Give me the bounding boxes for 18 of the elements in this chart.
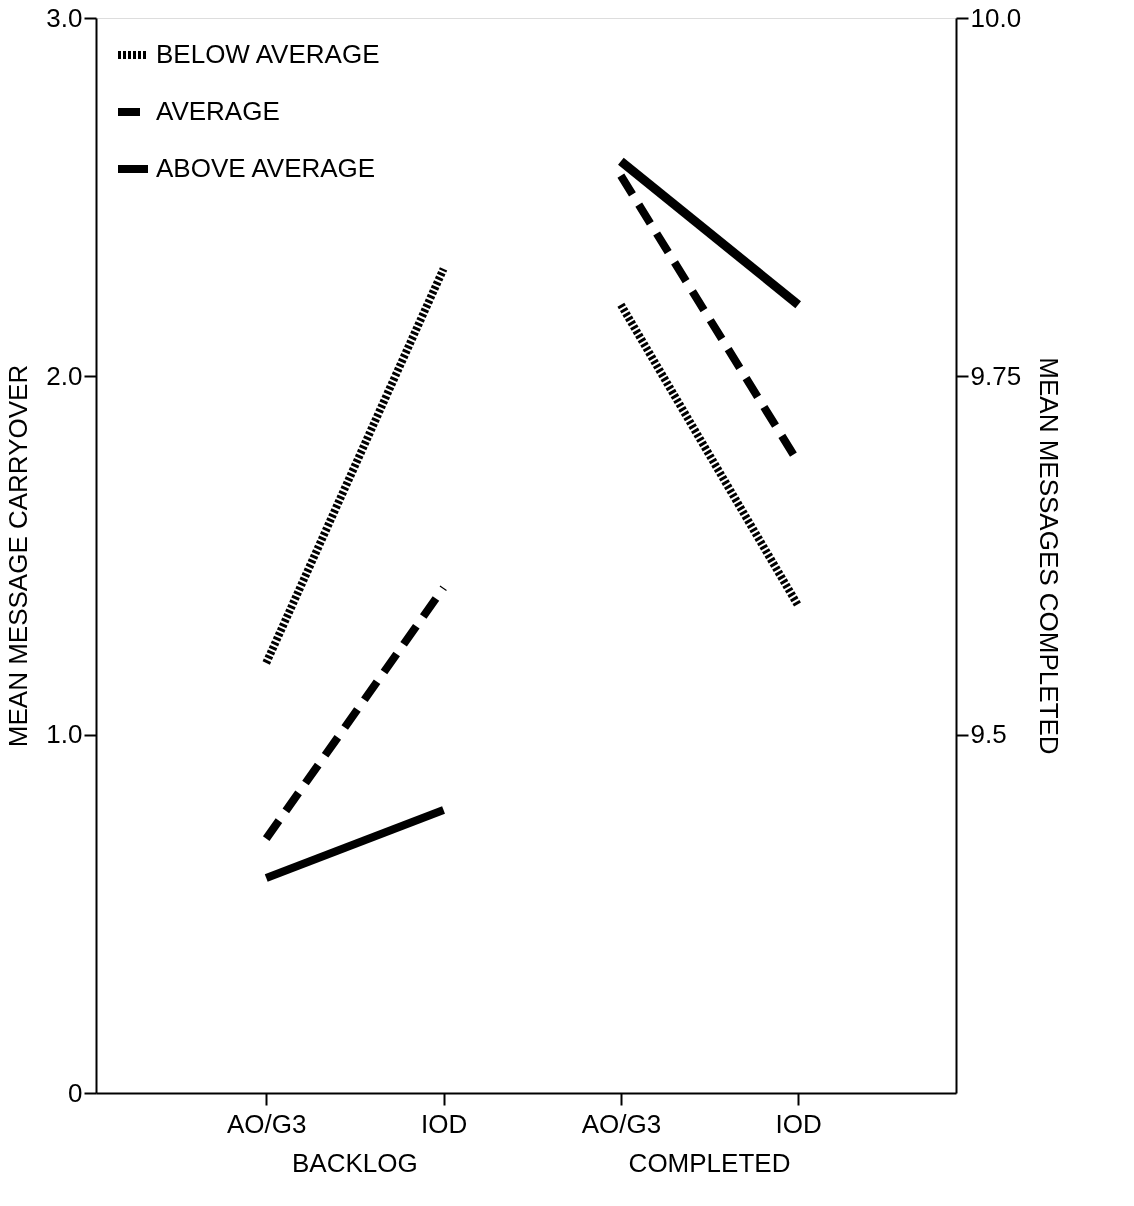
- legend-label: BELOW AVERAGE: [156, 39, 380, 69]
- y-axis-title: MEAN MESSAGE CARRYOVER: [3, 364, 34, 748]
- legend-label: ABOVE AVERAGE: [156, 153, 376, 183]
- y2-tick-label: 9.5: [970, 719, 1007, 750]
- y-tick-label: 3.0: [46, 2, 83, 33]
- y-tick-label: 1.0: [46, 719, 83, 750]
- text: COMPLETED: [628, 1148, 791, 1178]
- x-tick-label: AO/G3: [226, 1108, 307, 1139]
- legend-label: AVERAGE: [156, 96, 280, 126]
- x-tick-label: IOD: [775, 1108, 822, 1139]
- text: BACKLOG: [292, 1148, 418, 1178]
- y-tick-label: 2.0: [46, 360, 83, 391]
- y2-axis-title: MEAN MESSAGES COMPLETED: [1034, 357, 1065, 755]
- y2-tick-label: 10.0: [970, 2, 1022, 33]
- y2-tick-label: 9.75: [970, 360, 1022, 391]
- y-tick-label: 0: [68, 1077, 83, 1108]
- x-tick-label: IOD: [420, 1108, 468, 1139]
- x-tick-label: AO/G3: [581, 1108, 662, 1139]
